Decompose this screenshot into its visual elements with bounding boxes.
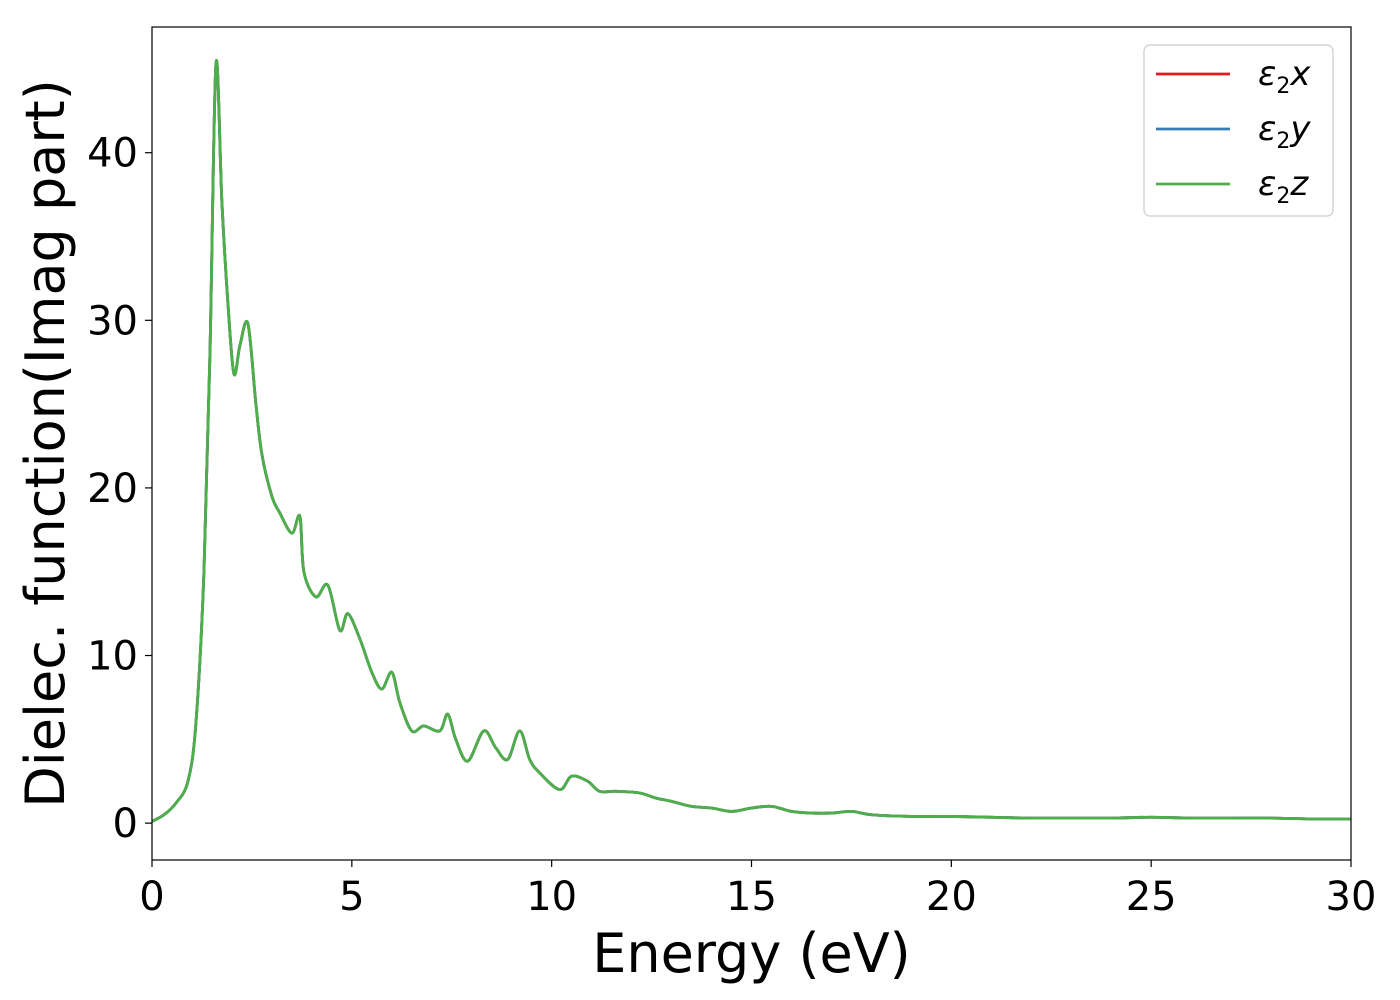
legend-item-z: ε2z <box>1156 164 1309 209</box>
legend-item-y: ε2y <box>1156 109 1311 154</box>
x-tick-label: 5 <box>339 874 364 920</box>
x-tick-label: 30 <box>1326 874 1377 920</box>
x-axis-label: Energy (eV) <box>592 922 911 985</box>
legend-item-x: ε2x <box>1156 54 1311 99</box>
legend-label: ε2x <box>1258 54 1311 99</box>
legend-box <box>1143 44 1334 217</box>
series-layer <box>152 59 1351 823</box>
y-tick-label: 10 <box>87 634 138 680</box>
x-tick-label: 20 <box>926 874 977 920</box>
x-tick-label: 0 <box>139 874 164 920</box>
legend-label: ε2y <box>1258 109 1311 154</box>
legend: ε2x ε2y ε2z <box>1143 44 1334 217</box>
y-axis-label: Dielec. function(Imag part) <box>14 79 77 808</box>
x-tick-label: 15 <box>726 874 777 920</box>
x-tick-label: 25 <box>1126 874 1177 920</box>
y-tick-label: 40 <box>87 131 138 177</box>
y-tick-label: 0 <box>113 801 138 847</box>
legend-label: ε2z <box>1258 164 1309 209</box>
series-line-z <box>152 59 1351 823</box>
y-tick-label: 20 <box>87 466 138 512</box>
y-tick-label: 30 <box>87 298 138 344</box>
x-tick-label: 10 <box>526 874 577 920</box>
x-axis-ticks: 0 5 10 15 20 25 30 <box>139 860 1376 920</box>
y-axis-ticks: 0 10 20 30 40 <box>87 131 152 847</box>
